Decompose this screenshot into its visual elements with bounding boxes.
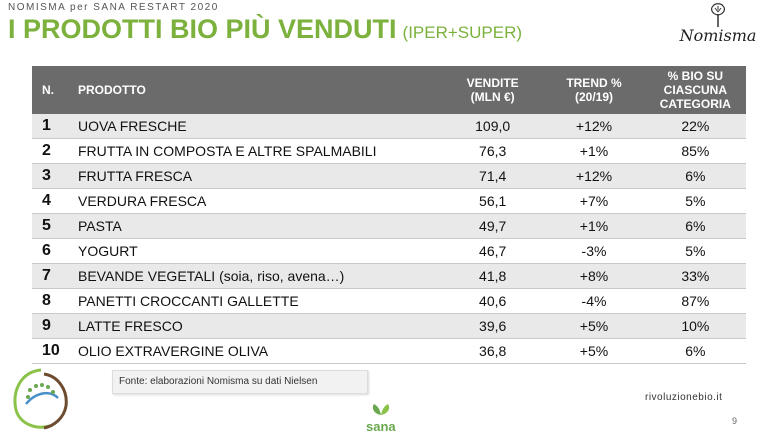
row-product: UOVA FRESCHE <box>74 114 442 139</box>
col-header-bio-line2: CIASCUNA <box>663 83 727 97</box>
table-row: 9 LATTE FRESCO 39,6 +5% 10% <box>32 313 746 339</box>
row-bio-share: 5% <box>644 238 746 264</box>
row-sales: 71,4 <box>442 163 544 189</box>
page-title: I PRODOTTI BIO PIÙ VENDUTI (IPER+SUPER) <box>8 14 522 45</box>
row-number: 10 <box>32 338 74 364</box>
row-bio-share: 6% <box>644 163 746 189</box>
row-product: OLIO EXTRAVERGINE OLIVA <box>74 338 442 364</box>
row-bio-share: 85% <box>644 138 746 164</box>
row-trend: -4% <box>543 288 645 314</box>
site-url: rivoluzionebio.it <box>645 392 723 403</box>
row-bio-share: 87% <box>644 288 746 314</box>
row-sales: 41,8 <box>442 263 544 289</box>
table-row: 2 FRUTTA IN COMPOSTA E ALTRE SPALMABILI … <box>32 138 746 164</box>
table-header-row: N. PRODOTTO VENDITE (MLN €) TREND % (20/… <box>32 66 746 114</box>
products-table: N. PRODOTTO VENDITE (MLN €) TREND % (20/… <box>32 66 746 364</box>
table-row: 5 PASTA 49,7 +1% 6% <box>32 213 746 239</box>
row-number: 4 <box>32 188 74 214</box>
row-number: 3 <box>32 163 74 189</box>
row-number: 1 <box>32 114 74 139</box>
row-product: FRUTTA IN COMPOSTA E ALTRE SPALMABILI <box>74 138 442 164</box>
row-product: BEVANDE VEGETALI (soia, riso, avena…) <box>74 263 442 289</box>
col-header-n: N. <box>32 66 74 114</box>
row-sales: 49,7 <box>442 213 544 239</box>
table-row: 3 FRUTTA FRESCA 71,4 +12% 6% <box>32 163 746 189</box>
row-trend: -3% <box>543 238 645 264</box>
sana-wordmark: sana <box>366 419 396 434</box>
table-row: 1 UOVA FRESCHE 109,0 +12% 22% <box>32 114 746 139</box>
row-product: LATTE FRESCO <box>74 313 442 339</box>
row-bio-share: 6% <box>644 338 746 364</box>
row-product: YOGURT <box>74 238 442 264</box>
title-subtitle: (IPER+SUPER) <box>402 23 523 42</box>
eu-organic-leaf-logo-icon <box>13 368 68 430</box>
nomisma-tree-logo-icon <box>711 3 725 27</box>
row-sales: 109,0 <box>442 114 544 139</box>
col-header-trend-line1: TREND % <box>566 76 622 90</box>
row-number: 2 <box>32 138 74 164</box>
table-row: 7 BEVANDE VEGETALI (soia, riso, avena…) … <box>32 263 746 289</box>
table-row: 8 PANETTI CROCCANTI GALLETTE 40,6 -4% 87… <box>32 288 746 314</box>
row-number: 8 <box>32 288 74 314</box>
row-number: 5 <box>32 213 74 239</box>
table-row: 6 YOGURT 46,7 -3% 5% <box>32 238 746 264</box>
row-product: PASTA <box>74 213 442 239</box>
row-trend: +5% <box>543 338 645 364</box>
row-trend: +12% <box>543 163 645 189</box>
row-sales: 40,6 <box>442 288 544 314</box>
row-number: 7 <box>32 263 74 289</box>
source-note: Fonte: elaborazioni Nomisma su dati Niel… <box>112 370 368 394</box>
row-product: FRUTTA FRESCA <box>74 163 442 189</box>
col-header-bio-share: % BIO SU CIASCUNA CATEGORIA <box>644 66 746 114</box>
col-header-product: PRODOTTO <box>74 66 442 114</box>
table-row: 4 VERDURA FRESCA 56,1 +7% 5% <box>32 188 746 214</box>
col-header-trend: TREND % (20/19) <box>543 66 645 114</box>
row-bio-share: 5% <box>644 188 746 214</box>
row-trend: +5% <box>543 313 645 339</box>
sana-logo: sana <box>366 402 396 433</box>
col-header-bio-line1: % BIO SU <box>667 69 723 83</box>
row-sales: 36,8 <box>442 338 544 364</box>
row-number: 6 <box>32 238 74 264</box>
row-trend: +12% <box>543 114 645 139</box>
table-row: 10 OLIO EXTRAVERGINE OLIVA 36,8 +5% 6% <box>32 338 746 364</box>
col-header-bio-line3: CATEGORIA <box>659 97 731 111</box>
sana-leaf-icon <box>372 404 389 415</box>
row-sales: 46,7 <box>442 238 544 264</box>
row-bio-share: 22% <box>644 114 746 139</box>
row-bio-share: 10% <box>644 313 746 339</box>
row-sales: 56,1 <box>442 188 544 214</box>
nomisma-logo: Nomisma <box>678 2 758 50</box>
row-trend: +7% <box>543 188 645 214</box>
page-number: 9 <box>732 416 738 426</box>
row-sales: 76,3 <box>442 138 544 164</box>
row-number: 9 <box>32 313 74 339</box>
col-header-sales-line2: (MLN €) <box>470 90 515 104</box>
title-text: I PRODOTTI BIO PIÙ VENDUTI <box>8 14 397 44</box>
row-sales: 39,6 <box>442 313 544 339</box>
row-bio-share: 6% <box>644 213 746 239</box>
supertitle: NOMISMA per SANA RESTART 2020 <box>8 2 219 13</box>
col-header-sales: VENDITE (MLN €) <box>442 66 544 114</box>
col-header-sales-line1: VENDITE <box>466 76 519 90</box>
row-product: VERDURA FRESCA <box>74 188 442 214</box>
row-trend: +8% <box>543 263 645 289</box>
row-trend: +1% <box>543 138 645 164</box>
row-trend: +1% <box>543 213 645 239</box>
row-bio-share: 33% <box>644 263 746 289</box>
col-header-trend-line2: (20/19) <box>574 90 613 104</box>
nomisma-wordmark: Nomisma <box>679 26 757 45</box>
row-product: PANETTI CROCCANTI GALLETTE <box>74 288 442 314</box>
